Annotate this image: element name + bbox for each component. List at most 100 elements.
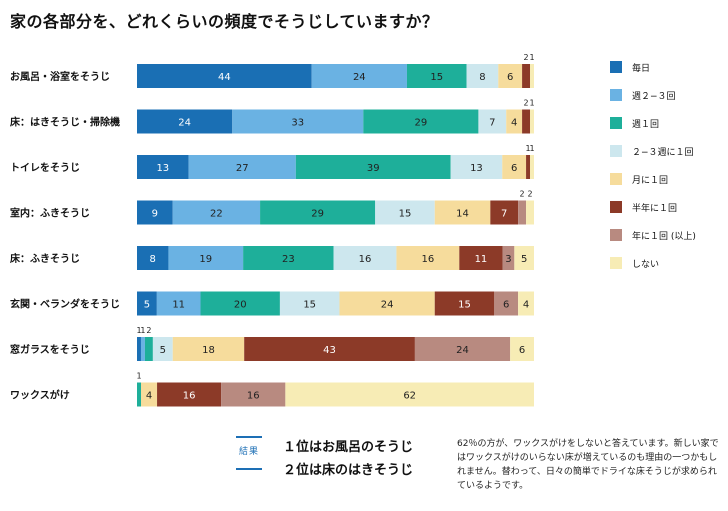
legend-label: 週１回 [632, 119, 660, 130]
bar-segment [232, 109, 364, 134]
bar-segment [188, 155, 296, 179]
bar-segment [522, 64, 531, 88]
bar-segment [466, 64, 499, 88]
category-label: 床：ふきそうじ [10, 252, 80, 265]
bar-segment [152, 337, 173, 361]
commentary-note: 62％の方が、ワックスがけをしないと答えています。新しい家ではワックスがけのいら… [457, 439, 719, 491]
legend-item: 週２−３回 [610, 88, 676, 102]
bar-segment [137, 337, 141, 361]
bar-segment [450, 155, 503, 179]
bar-segment [168, 246, 244, 270]
bar-segment [510, 337, 534, 361]
bar-segment [526, 200, 534, 225]
data-label: 6 [519, 345, 525, 356]
data-label: 3 [505, 254, 511, 265]
bar-segment [339, 291, 435, 316]
data-label: 29 [414, 118, 427, 129]
category-label: ワックスがけ [10, 389, 70, 402]
bar-segment [506, 109, 523, 134]
legend-swatch [610, 117, 622, 129]
legend-swatch [610, 201, 622, 213]
bar-segment [530, 155, 534, 179]
data-label: 29 [311, 209, 324, 220]
bar-segment [157, 382, 222, 407]
result-badge: 結果 [236, 436, 262, 470]
legend-label: 年に１回 (以上) [632, 231, 696, 242]
category-label: 窓ガラスをそうじ [10, 343, 90, 356]
data-label: 24 [381, 300, 394, 311]
data-label: 62 [403, 391, 416, 402]
legend-label: 半年に１回 [632, 203, 678, 214]
data-label: 16 [247, 391, 260, 402]
bar-segment [137, 382, 142, 407]
legend-item: 週１回 [610, 116, 659, 130]
data-label: 1 [136, 326, 141, 335]
bar-segment [137, 200, 173, 225]
bar-segment [502, 246, 515, 270]
data-label: 7 [501, 209, 507, 220]
data-label: 2 [524, 99, 529, 108]
data-label: 39 [367, 163, 380, 174]
bar-segment [311, 64, 407, 88]
data-label: 2 [527, 190, 532, 199]
bar-segment [140, 337, 145, 361]
data-label: 4 [523, 300, 529, 311]
data-label: 4 [146, 391, 152, 402]
legend-label: 毎日 [632, 63, 651, 74]
data-label: 1 [525, 144, 530, 153]
legend-label: しない [632, 259, 660, 270]
bar-segment [498, 64, 523, 88]
data-label: 1 [529, 144, 534, 153]
data-label: 16 [422, 254, 435, 265]
legend-item: 半年に１回 [610, 200, 677, 214]
legend-item: 毎日 [610, 60, 650, 74]
page-title: 家の各部分を、どれくらいの頻度でそうじしていますか？ [10, 12, 439, 31]
legend-swatch [610, 173, 622, 185]
result-line-2: ２位は床のはきそうじ [283, 463, 414, 478]
bar-segment [478, 109, 507, 134]
data-label: 24 [353, 72, 366, 83]
bar-segment [396, 246, 460, 270]
bar-segment [260, 200, 376, 225]
result-line-1: １位はお風呂のそうじ [283, 440, 414, 455]
data-label: 33 [291, 118, 304, 129]
bar-segment [490, 200, 519, 225]
bar-segment [172, 337, 245, 361]
data-label: 9 [152, 209, 158, 220]
bar-segment [295, 155, 451, 179]
data-label: 2 [146, 326, 151, 335]
bar-segment [141, 382, 158, 407]
data-label: 13 [470, 163, 483, 174]
result-summary: １位はお風呂のそうじ ２位は床のはきそうじ [283, 436, 413, 482]
bar-segment [244, 337, 415, 361]
data-label: 20 [234, 300, 247, 311]
data-label: 5 [144, 300, 150, 311]
data-label: 24 [456, 345, 469, 356]
data-label: 15 [430, 72, 443, 83]
data-label: 44 [218, 72, 231, 83]
data-label: 27 [236, 163, 249, 174]
data-label: 1 [136, 372, 141, 381]
bar-segment [414, 337, 511, 361]
category-label: 室内：ふきそうじ [10, 207, 90, 220]
legend-label: 週２−３回 [632, 91, 676, 102]
data-label: 18 [202, 345, 215, 356]
bar-segment [406, 64, 467, 88]
bar-segment [221, 382, 286, 407]
data-label: 6 [503, 300, 509, 311]
data-label: 15 [399, 209, 412, 220]
legend-item: 年に１回 (以上) [610, 228, 696, 242]
bar-segment [434, 291, 495, 316]
bar-segment [200, 291, 280, 316]
data-label: 5 [160, 345, 166, 356]
bar-segment [518, 291, 534, 316]
bar-segment [530, 64, 534, 88]
data-label: 15 [458, 300, 471, 311]
bar-segment [526, 155, 531, 179]
bar-segment [285, 382, 534, 407]
data-label: 19 [199, 254, 212, 265]
bar-segment [137, 291, 157, 316]
legend-swatch [610, 229, 622, 241]
data-label: 14 [456, 209, 469, 220]
legend-item: 月に１回 [610, 172, 668, 186]
